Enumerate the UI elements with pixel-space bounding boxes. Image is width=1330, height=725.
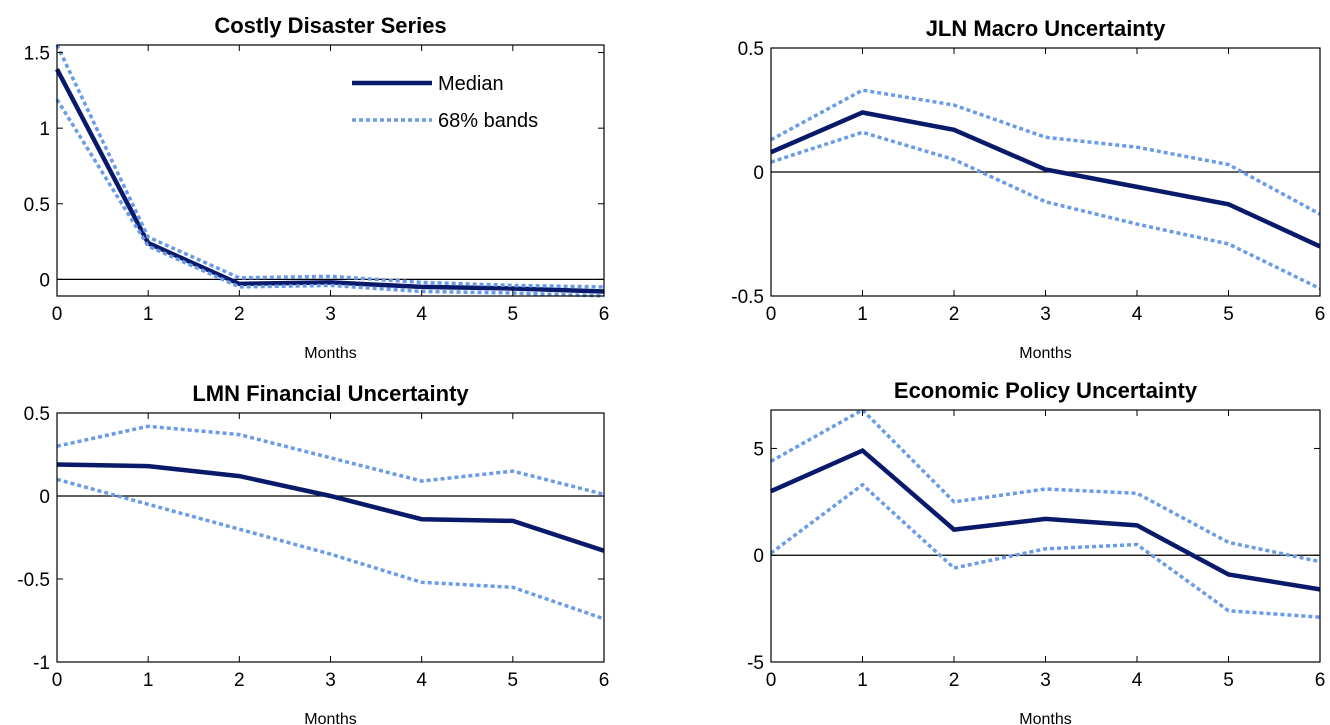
x-tick-label: 6	[599, 304, 610, 325]
x-tick-label: 5	[1223, 670, 1234, 691]
chart-title: JLN Macro Uncertainty	[926, 16, 1166, 41]
x-axis-label: Months	[304, 711, 356, 725]
band-line-2	[56, 477, 605, 621]
x-tick-label: 2	[949, 670, 960, 691]
x-tick-label: 0	[766, 670, 777, 691]
y-tick-label: 0.5	[24, 195, 50, 216]
x-tick-label: 5	[508, 304, 519, 325]
x-axis-label: Months	[1019, 711, 1071, 725]
x-tick-label: 1	[857, 304, 868, 325]
x-tick-label: 2	[234, 670, 245, 691]
x-tick-label: 4	[416, 304, 427, 325]
y-tick-label: 1.5	[24, 44, 50, 65]
band-line-1	[56, 424, 605, 497]
band-line-2	[769, 482, 1321, 619]
y-tick-label: 0	[39, 270, 50, 291]
chart-panel-0: Costly Disaster Series 0 1 2 3 4 5 6 0 0.5 1 1.5 Mon…	[24, 13, 610, 362]
x-tick-label: 0	[52, 304, 63, 325]
x-tick-label: 0	[766, 304, 777, 325]
x-tick-label: 6	[1315, 304, 1326, 325]
y-tick-label: -1	[33, 653, 50, 674]
median-line	[770, 447, 1321, 592]
median-line	[770, 110, 1321, 249]
x-tick-label: 3	[1040, 670, 1051, 691]
x-tick-label: 6	[599, 670, 610, 691]
median-line	[55, 68, 605, 294]
axes-box	[56, 44, 605, 297]
chart-title: LMN Financial Uncertainty	[192, 381, 469, 406]
x-tick-label: 1	[143, 304, 154, 325]
x-tick-label: 4	[416, 670, 427, 691]
x-tick-label: 5	[1223, 304, 1234, 325]
x-tick-label: 4	[1132, 670, 1143, 691]
y-tick-label: 0	[753, 546, 764, 567]
band-line-1	[55, 44, 605, 289]
y-tick-label: 1	[39, 119, 50, 140]
axes-box	[56, 412, 605, 663]
chart-title: Economic Policy Uncertainty	[894, 378, 1198, 403]
y-tick-label: -5	[747, 653, 764, 674]
y-tick-label: -0.5	[17, 570, 50, 591]
y-tick-label: 0.5	[738, 39, 764, 60]
y-tick-label: 0	[39, 487, 50, 508]
axes-box	[770, 409, 1321, 663]
x-tick-label: 3	[325, 304, 336, 325]
x-tick-label: 6	[1315, 670, 1326, 691]
x-tick-label: 3	[1040, 304, 1051, 325]
x-tick-label: 2	[234, 304, 245, 325]
x-axis-label: Months	[1019, 345, 1071, 362]
band-line-1	[770, 407, 1321, 564]
x-tick-label: 2	[949, 304, 960, 325]
median-line	[56, 462, 605, 553]
x-axis-label: Months	[304, 345, 356, 362]
y-tick-label: 5	[753, 439, 764, 460]
band-line-1	[770, 88, 1321, 216]
x-tick-label: 0	[52, 670, 63, 691]
x-tick-label: 1	[857, 670, 868, 691]
x-tick-label: 3	[325, 670, 336, 691]
y-tick-label: 0.5	[24, 404, 50, 425]
y-tick-label: 0	[753, 163, 764, 184]
chart-title: Costly Disaster Series	[214, 13, 446, 38]
legend-median-label: Median	[438, 73, 504, 95]
y-tick-label: -0.5	[731, 287, 764, 308]
chart-panel-2: LMN Financial Uncertainty 0 1 2 3 4 5 6 -1 -0.5 0 0…	[17, 381, 609, 725]
x-tick-label: 1	[143, 670, 154, 691]
legend: Median 68% bands	[352, 73, 538, 132]
x-tick-label: 4	[1132, 304, 1143, 325]
x-tick-label: 5	[508, 670, 519, 691]
legend-bands-label: 68% bands	[438, 110, 538, 132]
